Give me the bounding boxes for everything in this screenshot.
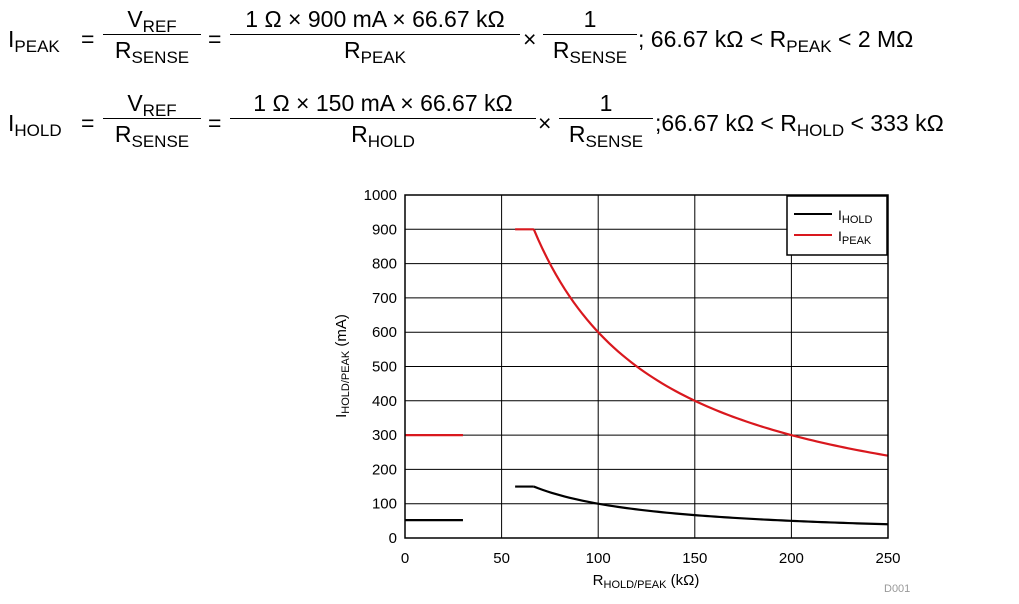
fraction-vref-over-rsense: VREF RSENSE <box>103 4 201 67</box>
y-tick-label: 700 <box>372 290 397 307</box>
legend-box <box>786 195 888 256</box>
x-tick-label: 0 <box>401 550 409 567</box>
equals-sign: = <box>81 26 95 52</box>
y-axis-label: IHOLD/PEAK (mA) <box>333 314 352 418</box>
x-axis-label: RHOLD/PEAK (kΩ) <box>593 572 700 591</box>
y-tick-label: 600 <box>372 324 397 341</box>
fraction-vref-over-rsense: VREF RSENSE <box>103 88 201 151</box>
y-tick-label: 0 <box>389 530 397 547</box>
legend: IHOLD IPEAK <box>786 195 888 256</box>
plot-frame <box>404 194 889 539</box>
legend-label-peak: IPEAK <box>838 228 872 247</box>
equation-peak-range: ; 66.67 kΩ < RPEAK < 2 MΩ <box>638 26 914 56</box>
equation-peak-lhs: IPEAK <box>8 26 60 56</box>
equals-sign: = <box>208 26 222 52</box>
y-tick-label: 1000 <box>364 187 397 204</box>
series-hold-segment-2 <box>533 485 889 526</box>
y-tick-label: 300 <box>372 427 397 444</box>
x-tick-label: 150 <box>682 550 707 567</box>
times-sign: × <box>523 26 537 52</box>
fraction-numeric-over-rpeak: 1 Ω × 900 mA × 66.67 kΩ RPEAK <box>230 4 520 67</box>
y-tick-label: 100 <box>372 496 397 513</box>
y-tick-label: 800 <box>372 256 397 273</box>
series-lines <box>405 228 889 526</box>
fraction-one-over-rsense: 1 RSENSE <box>543 4 637 67</box>
figure-id: D001 <box>884 583 910 595</box>
y-axis-ticks: 0 100 200 300 400 500 600 700 800 900 1000 <box>364 187 397 547</box>
x-tick-label: 50 <box>493 550 510 567</box>
x-tick-label: 100 <box>586 550 611 567</box>
equals-sign: = <box>81 110 95 136</box>
x-tick-label: 200 <box>779 550 804 567</box>
times-sign: × <box>538 110 552 136</box>
y-tick-label: 400 <box>372 393 397 410</box>
series-peak-segment-2 <box>532 228 889 457</box>
y-tick-label: 200 <box>372 461 397 478</box>
x-axis-ticks: 0 50 100 150 200 250 <box>401 550 901 567</box>
equals-sign: = <box>208 110 222 136</box>
equation-hold-lhs: IHOLD <box>8 110 62 140</box>
fraction-numeric-over-rhold: 1 Ω × 150 mA × 66.67 kΩ RHOLD <box>230 88 536 151</box>
x-tick-label: 250 <box>875 550 900 567</box>
fraction-one-over-rsense: 1 RSENSE <box>559 88 653 151</box>
y-tick-label: 500 <box>372 359 397 376</box>
equation-hold-range: ;66.67 kΩ < RHOLD < 333 kΩ <box>655 110 944 140</box>
y-tick-label: 900 <box>372 221 397 238</box>
legend-label-hold: IHOLD <box>838 207 873 226</box>
